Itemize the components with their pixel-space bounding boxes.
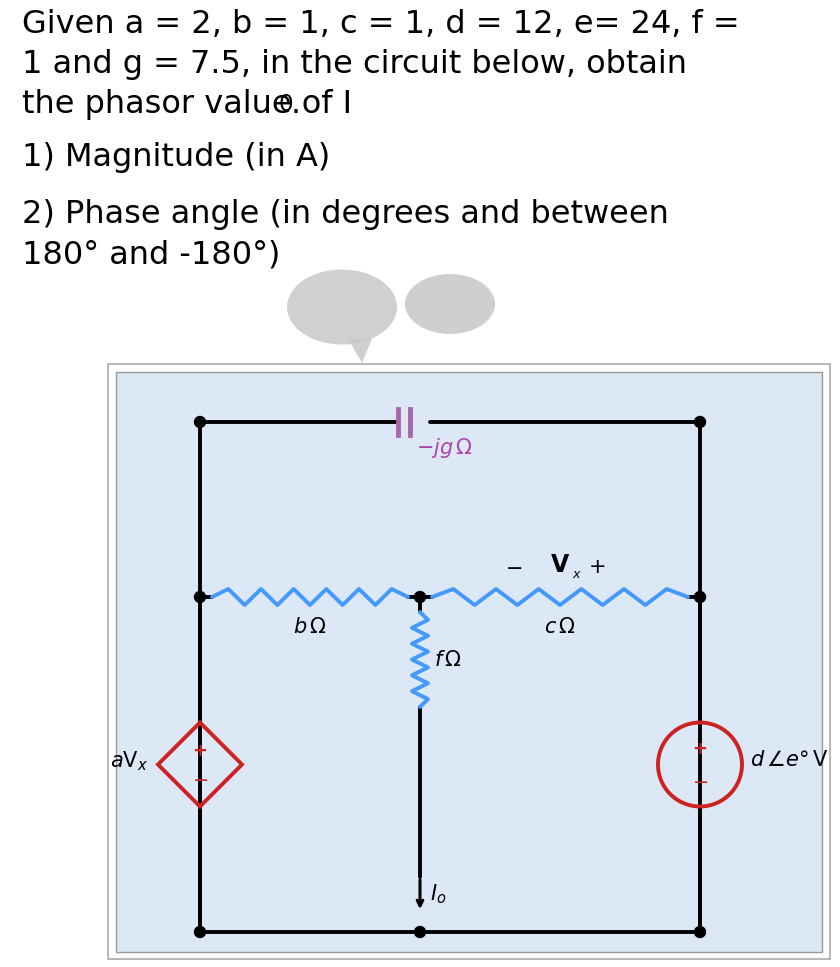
Ellipse shape	[287, 270, 397, 344]
Text: 1) Magnitude (in A): 1) Magnitude (in A)	[22, 142, 330, 173]
Text: $-$: $-$	[192, 769, 208, 788]
Text: $\mathbf{V}$: $\mathbf{V}$	[550, 553, 570, 577]
Text: $-jg\,\Omega$: $-jg\,\Omega$	[416, 436, 473, 460]
Text: +: +	[192, 743, 207, 760]
Circle shape	[195, 926, 206, 937]
Bar	[108, 364, 830, 959]
Text: $-$: $-$	[505, 557, 522, 577]
Circle shape	[195, 417, 206, 427]
Bar	[116, 372, 822, 952]
Text: 180° and -180°): 180° and -180°)	[22, 239, 281, 270]
Text: 1 and g = 7.5, in the circuit below, obtain: 1 and g = 7.5, in the circuit below, obt…	[22, 49, 687, 80]
Text: $I_o$: $I_o$	[430, 883, 446, 906]
Polygon shape	[348, 339, 372, 363]
Text: the phasor value of I: the phasor value of I	[22, 89, 352, 120]
Ellipse shape	[405, 274, 495, 334]
Circle shape	[414, 592, 426, 602]
Text: 0: 0	[278, 93, 292, 116]
Text: $b\,\Omega$: $b\,\Omega$	[293, 617, 327, 637]
Circle shape	[695, 926, 706, 937]
Text: .: .	[291, 89, 301, 120]
Text: $f\,\Omega$: $f\,\Omega$	[434, 650, 462, 669]
Text: $-$: $-$	[692, 771, 708, 790]
Text: $a\mathrm{V}_x$: $a\mathrm{V}_x$	[110, 749, 148, 774]
Circle shape	[414, 926, 426, 937]
Text: $d\,\angle e°\,\mathrm{V}$: $d\,\angle e°\,\mathrm{V}$	[750, 750, 828, 771]
Text: +: +	[692, 741, 707, 758]
Text: $_x$: $_x$	[572, 562, 582, 580]
Text: 2) Phase angle (in degrees and between: 2) Phase angle (in degrees and between	[22, 199, 669, 230]
Circle shape	[195, 592, 206, 602]
Circle shape	[695, 417, 706, 427]
Text: $+$: $+$	[588, 557, 606, 577]
Circle shape	[695, 592, 706, 602]
Text: $c\,\Omega$: $c\,\Omega$	[544, 617, 576, 637]
Text: Given a = 2, b = 1, c = 1, d = 12, e= 24, f =: Given a = 2, b = 1, c = 1, d = 12, e= 24…	[22, 9, 740, 40]
